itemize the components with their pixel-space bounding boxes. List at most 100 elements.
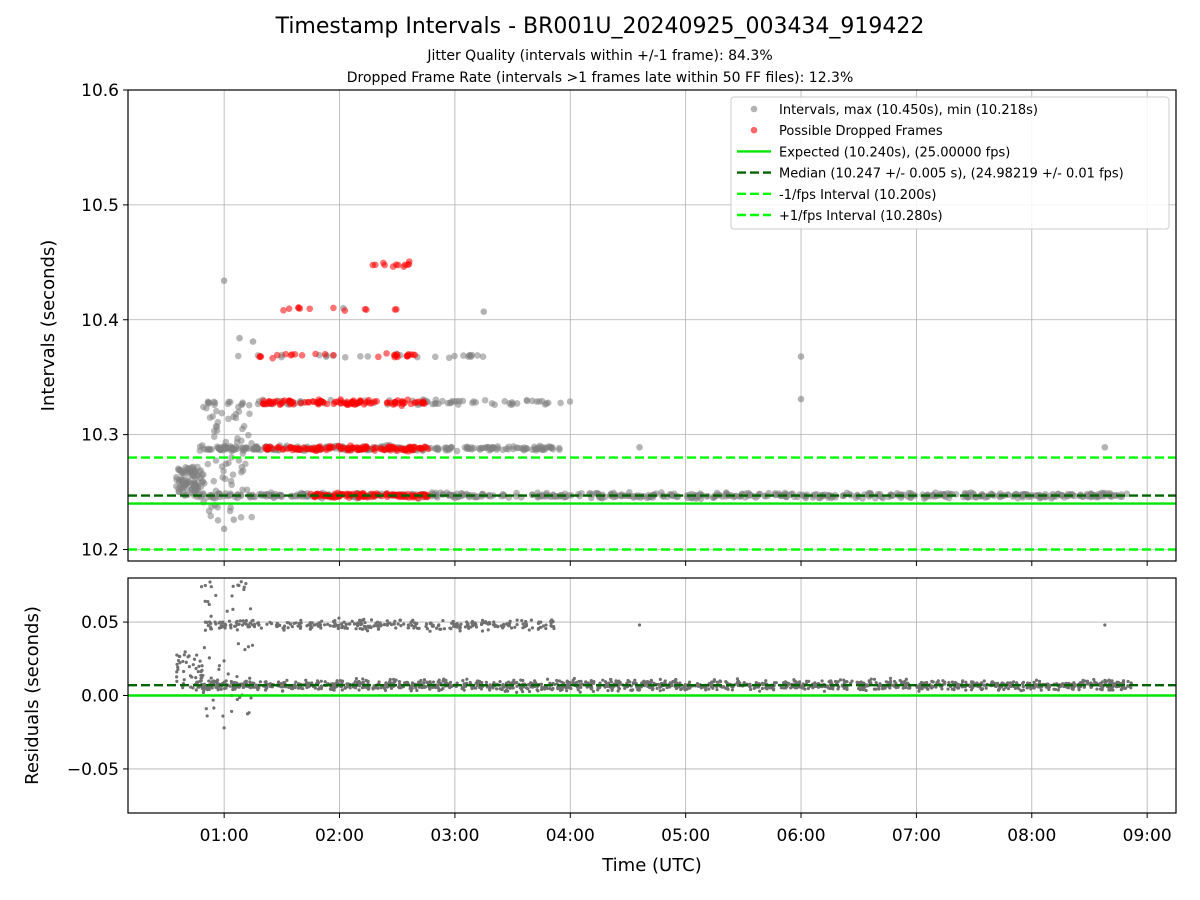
residual-point — [1021, 684, 1025, 688]
residual-point — [385, 619, 389, 623]
residual-point — [282, 681, 286, 685]
residual-point — [340, 688, 344, 692]
interval-point — [239, 425, 246, 433]
dropped-frame-point — [369, 261, 377, 269]
residual-point — [968, 684, 972, 689]
residual-point — [683, 682, 687, 687]
residual-point — [631, 688, 635, 692]
interval-point — [470, 444, 478, 452]
residual-point — [386, 622, 390, 626]
interval-point — [239, 400, 246, 408]
residual-point — [636, 688, 640, 692]
residual-point — [458, 625, 462, 630]
residual-point — [229, 679, 233, 684]
residual-point — [346, 682, 350, 686]
residual-point — [294, 621, 298, 625]
residual-point — [246, 624, 250, 628]
residual-point — [709, 683, 714, 687]
interval-point — [228, 454, 235, 461]
legend-label: Intervals, max (10.450s), min (10.218s) — [779, 103, 1038, 118]
dropped-frame-point — [341, 307, 349, 314]
dropped-frame-point — [405, 444, 412, 452]
residual-point — [371, 687, 375, 691]
residual-point — [919, 680, 924, 685]
dropped-frame-point — [404, 352, 412, 360]
residual-point — [182, 669, 186, 674]
residual-point — [235, 697, 239, 702]
residual-point — [888, 681, 893, 685]
residual-point — [874, 680, 878, 685]
residual-point — [1006, 687, 1011, 691]
panel: 10.2 10.3 10.4 10.5 10.6 Intervals (seconds) I… — [38, 81, 1177, 566]
residual-point — [175, 675, 179, 679]
residual-point — [358, 620, 363, 625]
residual-point — [524, 623, 529, 627]
residual-point — [217, 667, 221, 671]
residual-point — [704, 688, 708, 692]
interval-point — [207, 512, 215, 520]
dropped-frame-point — [385, 445, 392, 453]
residual-point — [239, 580, 243, 584]
interval-point — [513, 444, 520, 451]
residual-point — [337, 616, 341, 620]
residual-point — [455, 681, 459, 685]
residual-point — [396, 622, 400, 626]
interval-point — [1058, 492, 1065, 499]
interval-point — [218, 409, 226, 417]
residual-point — [511, 686, 515, 690]
panel: −0.05 0.00 0.05 01:00 02:00 03:00 04:00 05:00 06… — [22, 577, 1177, 876]
x-tick-label: 06:00 — [777, 826, 826, 846]
residual-point — [529, 618, 533, 622]
residual-point — [233, 624, 237, 628]
bottom-panel-frame — [127, 577, 1177, 814]
interval-point — [234, 435, 241, 442]
dropped-frame-point — [285, 397, 293, 405]
residual-point — [357, 688, 361, 692]
residual-point — [903, 679, 907, 684]
interval-point — [556, 446, 563, 454]
residual-point — [383, 683, 388, 687]
residual-point — [820, 679, 824, 683]
residual-point — [835, 681, 839, 685]
residual-point — [176, 658, 181, 663]
interval-point — [210, 433, 218, 440]
dropped-frame-point — [410, 351, 417, 358]
residual-point — [1047, 685, 1052, 689]
residual-point — [282, 624, 287, 628]
residual-point — [760, 686, 764, 691]
residual-point — [414, 686, 418, 690]
residual-point — [565, 683, 569, 688]
dropped-frame-point — [321, 350, 329, 358]
residual-point — [322, 623, 327, 627]
residual-point — [825, 684, 829, 688]
residual-point — [363, 625, 367, 629]
dropped-frame-point — [348, 444, 356, 451]
dropped-frame-point — [398, 446, 405, 454]
residual-point — [275, 621, 279, 625]
residual-point — [183, 650, 187, 654]
dropped-frame-point — [343, 398, 351, 406]
interval-point — [178, 478, 186, 486]
residual-point — [536, 621, 541, 625]
dropped-frame-point — [276, 401, 284, 408]
dropped-frame-point — [330, 400, 338, 408]
residual-point — [883, 686, 887, 690]
residual-point — [1126, 679, 1130, 684]
residual-point — [369, 618, 374, 622]
residual-point — [515, 622, 519, 627]
residual-point — [925, 687, 930, 691]
dropped-frame-point — [389, 263, 397, 270]
residual-point — [544, 626, 548, 631]
interval-point — [266, 491, 274, 499]
interval-point — [225, 415, 232, 423]
residual-point — [614, 679, 618, 683]
residual-point — [465, 620, 469, 624]
dropped-frame-point — [282, 350, 290, 358]
residual-point — [333, 621, 337, 625]
dropped-frame-point — [330, 351, 337, 359]
residual-point — [226, 672, 230, 676]
residual-point — [1111, 688, 1115, 692]
residual-point — [236, 642, 240, 646]
residual-point — [803, 687, 807, 691]
residual-point — [217, 664, 222, 668]
